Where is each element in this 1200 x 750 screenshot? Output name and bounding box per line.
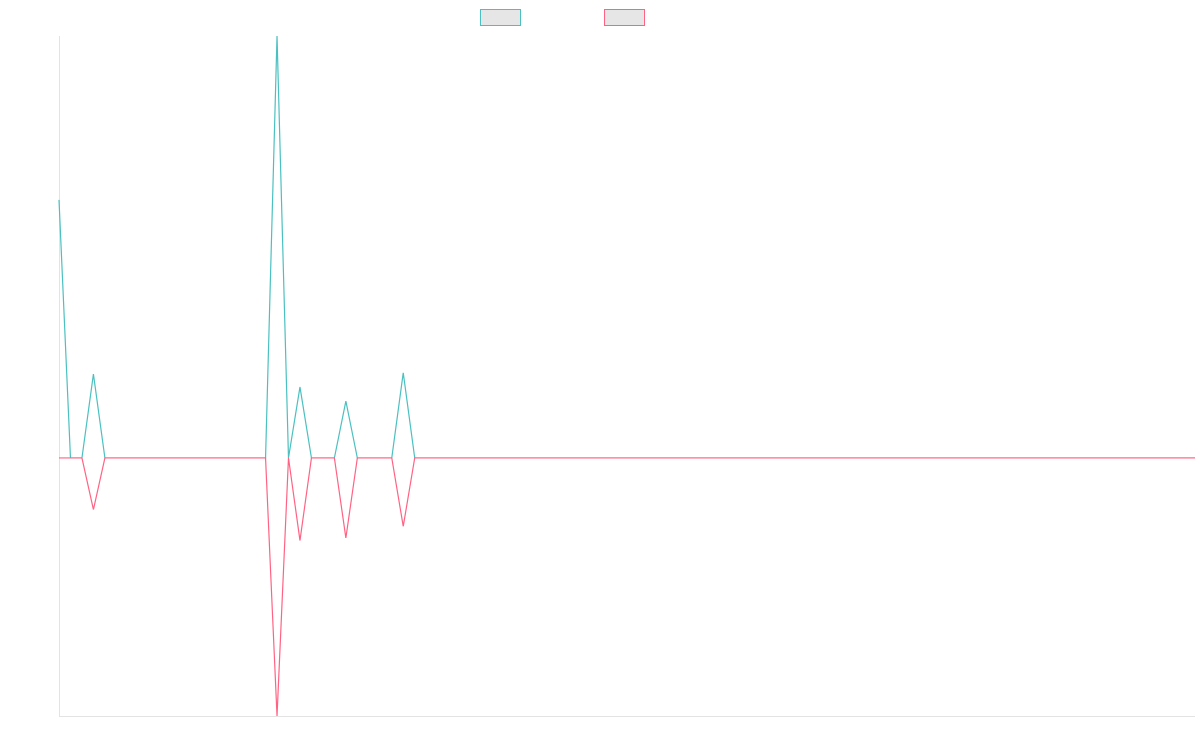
series-line-1 (58, 35, 1195, 459)
legend (480, 9, 645, 26)
legend-swatch-1[interactable] (480, 9, 521, 26)
axes (59, 36, 1195, 717)
series-line-2 (59, 457, 1195, 717)
series-layer (58, 35, 1195, 717)
legend-swatch-2[interactable] (604, 9, 645, 26)
